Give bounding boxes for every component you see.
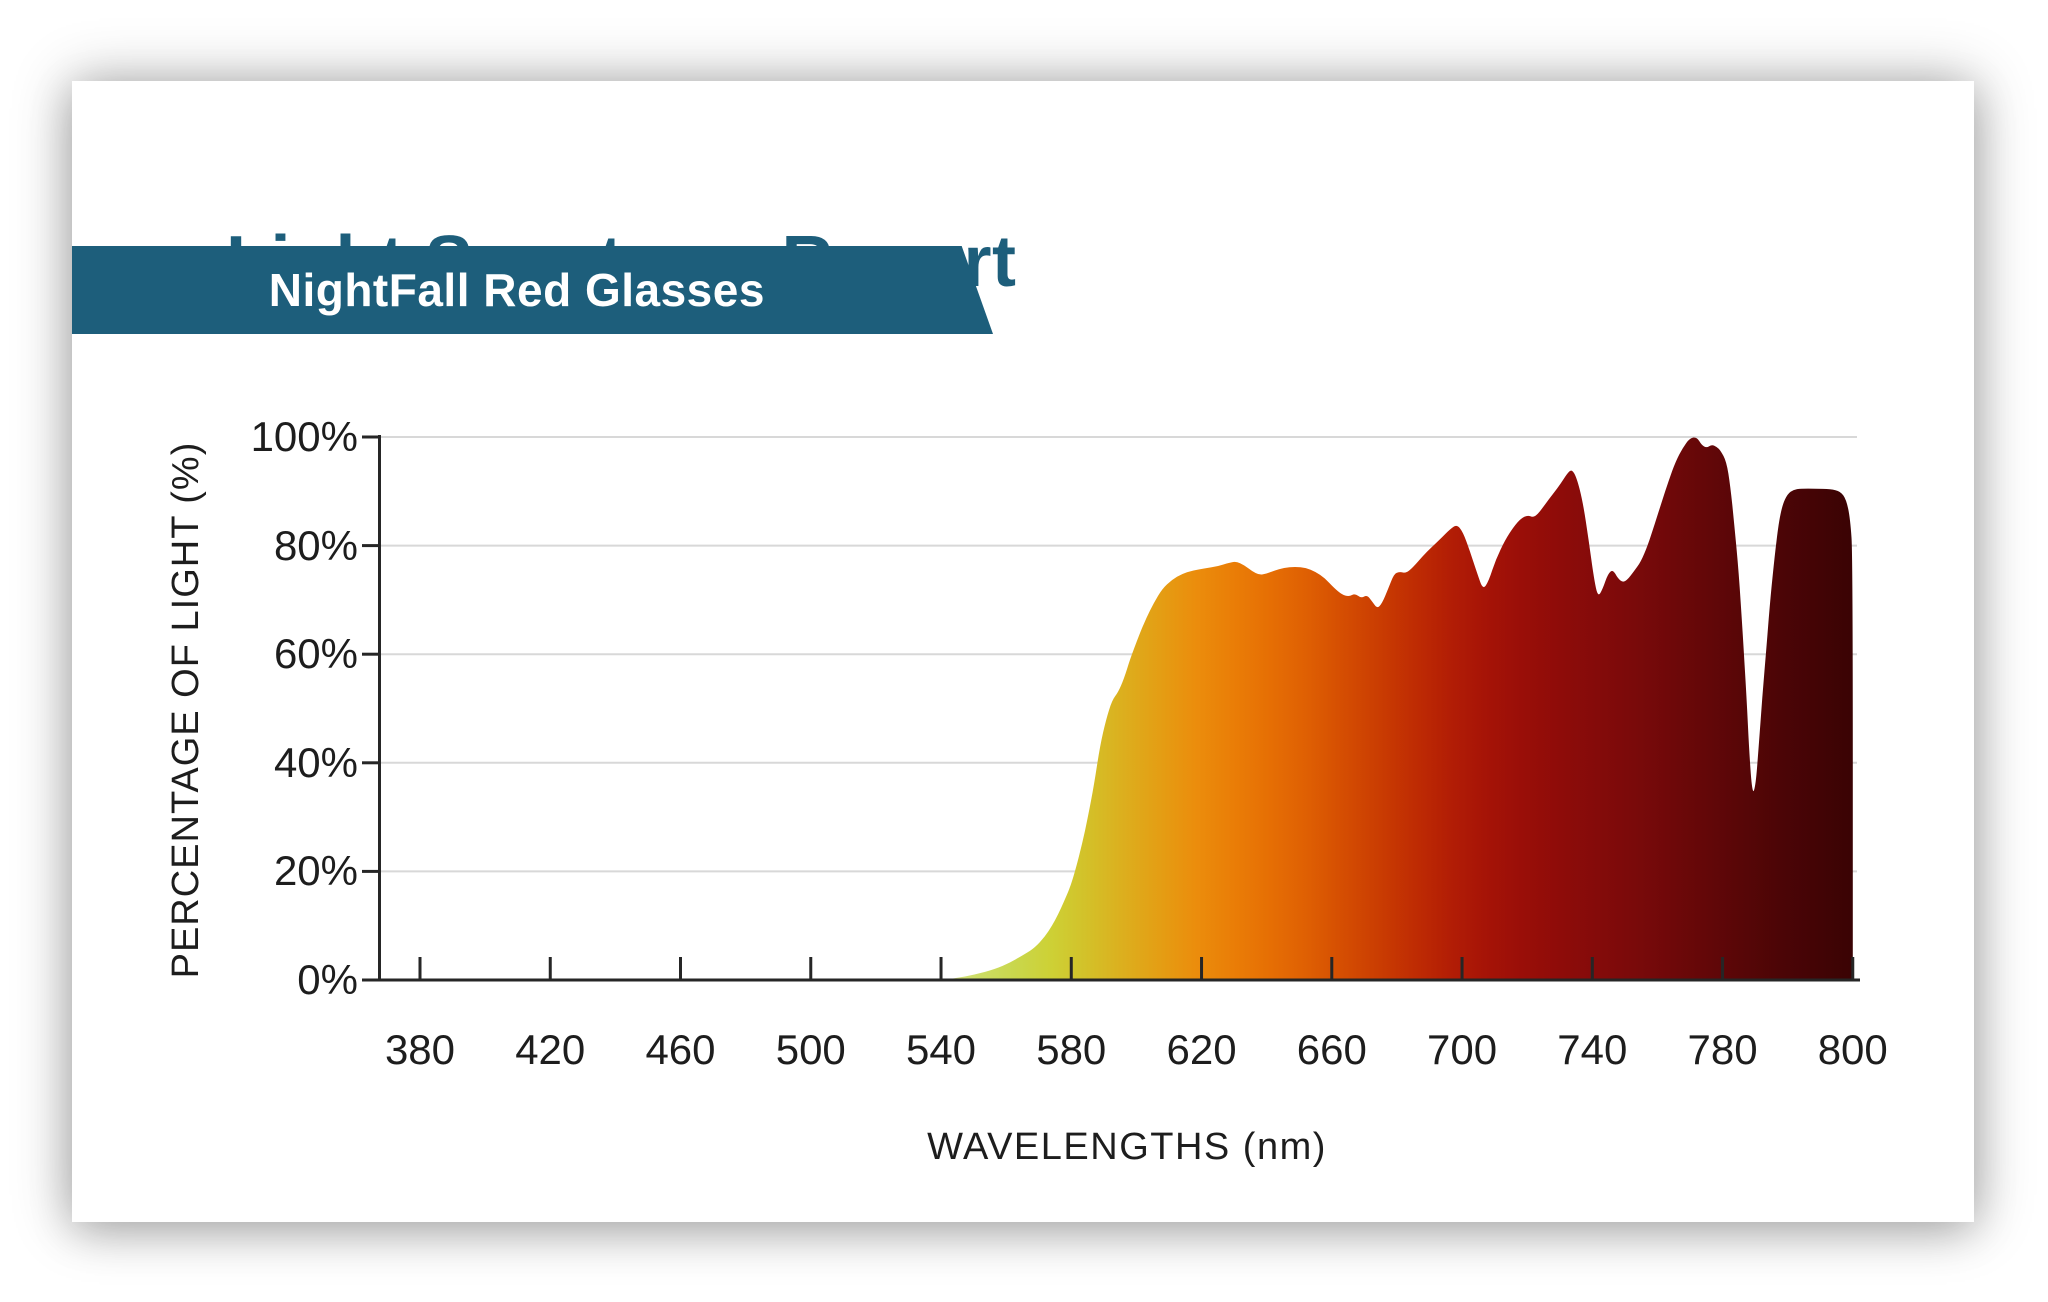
x-tick-label: 800	[1817, 1026, 1888, 1073]
x-tick-label: 500	[775, 1026, 846, 1073]
x-tick-label: 620	[1166, 1026, 1237, 1073]
subtitle-banner-ribbon: NightFall Red Glasses	[72, 246, 993, 334]
x-tick-label: 460	[645, 1026, 716, 1073]
x-tick-label: 380	[384, 1026, 456, 1073]
spectrum-area	[940, 437, 1853, 980]
x-axis-title: WAVELENGTHS (nm)	[927, 1126, 1327, 1168]
y-tick-label: 0%	[297, 956, 358, 1003]
y-tick-label: 80%	[273, 521, 358, 569]
x-tick-label: 740	[1557, 1026, 1628, 1073]
y-tick-label: 40%	[273, 738, 358, 786]
report-subtitle: NightFall Red Glasses	[268, 264, 765, 316]
axes	[362, 435, 1860, 982]
y-axis-title: PERCENTAGE OF LIGHT (%)	[165, 441, 207, 979]
x-tick-label: 420	[515, 1026, 586, 1073]
x-tick-label: 580	[1036, 1026, 1107, 1073]
y-tick-label: 100%	[250, 413, 358, 460]
x-tick-label: 660	[1296, 1026, 1367, 1073]
x-tick-label: 700	[1427, 1026, 1498, 1073]
x-tick-label: 540	[905, 1026, 977, 1073]
y-tick-label: 20%	[273, 847, 358, 895]
y-tick-label: 60%	[273, 630, 358, 678]
x-tick-label: 780	[1687, 1026, 1758, 1073]
